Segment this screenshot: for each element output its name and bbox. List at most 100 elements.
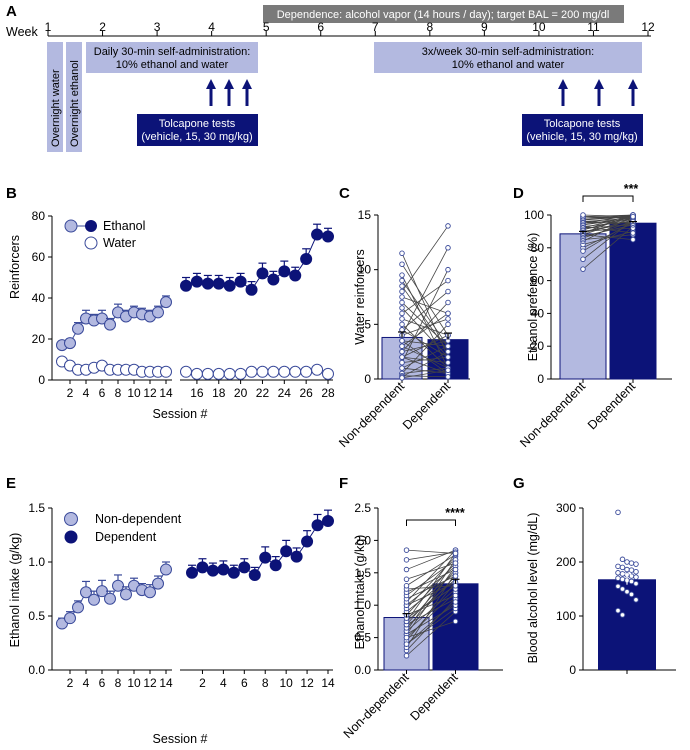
c-point-nondependent: [399, 299, 405, 306]
c-pair-line: [401, 280, 449, 314]
f-x-tick-label: Dependent: [407, 670, 461, 724]
b-data-point: [311, 363, 324, 376]
e-data-point: [311, 519, 324, 532]
c-pair-line: [401, 324, 449, 374]
g-data-point: [628, 591, 635, 598]
week-tick-label: 7: [372, 20, 379, 34]
b-x-tick-label: 10: [127, 386, 141, 400]
c-pair-line: [401, 356, 449, 363]
e-legend: Non-dependent Dependent: [64, 512, 182, 544]
c-pair-line: [401, 225, 449, 292]
e-x-tick-label: 14: [159, 676, 173, 690]
d-pair-line: [582, 214, 634, 218]
week-tick-label: 9: [481, 20, 488, 34]
e-x-tick-label: 14: [321, 676, 335, 690]
b-data-point: [267, 273, 280, 286]
legend-nondependent-label: Non-dependent: [95, 512, 182, 526]
c-point-dependent: [445, 359, 451, 366]
b-data-point: [256, 267, 269, 280]
f-y-tick-label: 0.0: [354, 663, 371, 677]
b-x-tick-label: 4: [83, 386, 90, 400]
legend-ethanol-dark-marker: [85, 220, 97, 232]
f-pair-line: [406, 601, 456, 645]
d-y-tick-label: 40: [531, 306, 545, 320]
overnight-ethanol-box: [66, 42, 82, 152]
b-x-tick-label: 12: [143, 386, 157, 400]
c-pair-line: [401, 291, 449, 331]
b-x-tick-label: 20: [234, 386, 248, 400]
e-x-tick-label: 8: [115, 676, 122, 690]
g-data-point: [615, 583, 621, 590]
b-data-point: [152, 306, 164, 319]
f-pair-line: [406, 562, 456, 616]
b-data-point: [267, 365, 280, 378]
panel-d-ethanol-preference-chart: Ethanol preference (%) *** 0 20 40 60 80 100 N…: [517, 182, 672, 450]
e-data-point: [259, 551, 272, 564]
f-point-dependent: [452, 599, 459, 605]
b-x-tick-label: 28: [321, 386, 335, 400]
f-pair-line: [406, 572, 456, 612]
c-pair-line: [401, 345, 449, 369]
tolcapone-2-line2: (vehicle, 15, 30 mg/kg): [526, 131, 637, 143]
g-data-point: [633, 580, 639, 587]
panel-label-c: C: [339, 185, 350, 202]
f-point-nondependent: [403, 557, 410, 563]
legend-ethanol-label: Ethanol: [103, 219, 145, 233]
b-data-point: [234, 275, 247, 288]
g-data-point: [615, 607, 621, 614]
e-data-point: [160, 563, 172, 576]
panel-label-d: D: [513, 185, 524, 202]
e-data-point: [112, 579, 124, 592]
e-data-point: [290, 550, 303, 563]
g-y-tick-label: 0: [569, 663, 576, 677]
legend-ethanol-light-marker: [64, 219, 78, 233]
b-data-point: [64, 337, 76, 350]
e-x-tick-label: 10: [279, 676, 293, 690]
week-tick-label: 10: [532, 20, 546, 34]
e-data-point: [64, 612, 76, 625]
e-x-tick-label: 2: [199, 676, 206, 690]
d-y-tick-label: 20: [531, 339, 545, 353]
b-data-point: [322, 230, 334, 243]
b-ylabel: Reinforcers: [8, 235, 22, 299]
f-point-nondependent: [403, 641, 410, 647]
c-pair-line: [401, 302, 449, 352]
e-data-point: [88, 593, 100, 606]
c-point-nondependent: [399, 272, 405, 278]
c-pair-line: [401, 334, 449, 358]
g-data-point: [615, 509, 621, 516]
c-pair-line: [401, 285, 449, 352]
g-data-point: [615, 570, 621, 576]
b-data-point: [322, 367, 334, 380]
b-data-point: [278, 265, 291, 278]
c-point-nondependent: [399, 343, 405, 349]
c-point-dependent: [445, 245, 451, 251]
f-pair-line: [406, 591, 456, 638]
e-x-tick-label: 4: [83, 676, 90, 690]
c-point-nondependent: [399, 283, 405, 289]
c-point-nondependent: [399, 261, 405, 267]
legend-water-marker: [84, 236, 98, 250]
f-ylabel: Ethanol intake (g/kg): [353, 535, 367, 650]
tolcapone-box-2: [522, 114, 643, 146]
b-data-point: [245, 283, 258, 296]
c-point-dependent: [445, 299, 451, 306]
f-pair-line: [406, 621, 456, 638]
b-y-tick-label: 40: [32, 291, 46, 305]
f-y-tick-label: 1.0: [354, 598, 371, 612]
c-pair-line: [401, 351, 449, 378]
b-x-tick-label: 8: [115, 386, 122, 400]
e-data-point: [196, 561, 209, 574]
g-data-point: [619, 612, 626, 618]
f-pair-line: [406, 554, 456, 587]
f-point-dependent: [452, 592, 459, 599]
c-point-nondependent: [399, 337, 405, 344]
d-significance: ***: [624, 182, 639, 196]
e-ylabel: Ethanol intake (g/kg): [8, 533, 22, 648]
e-data-point: [248, 568, 261, 581]
f-point-dependent: [452, 550, 459, 557]
e-data-point: [120, 588, 132, 601]
c-point-dependent: [445, 321, 451, 328]
f-pair-line: [406, 598, 456, 651]
overnight-water-label: Overnight water: [50, 69, 62, 147]
